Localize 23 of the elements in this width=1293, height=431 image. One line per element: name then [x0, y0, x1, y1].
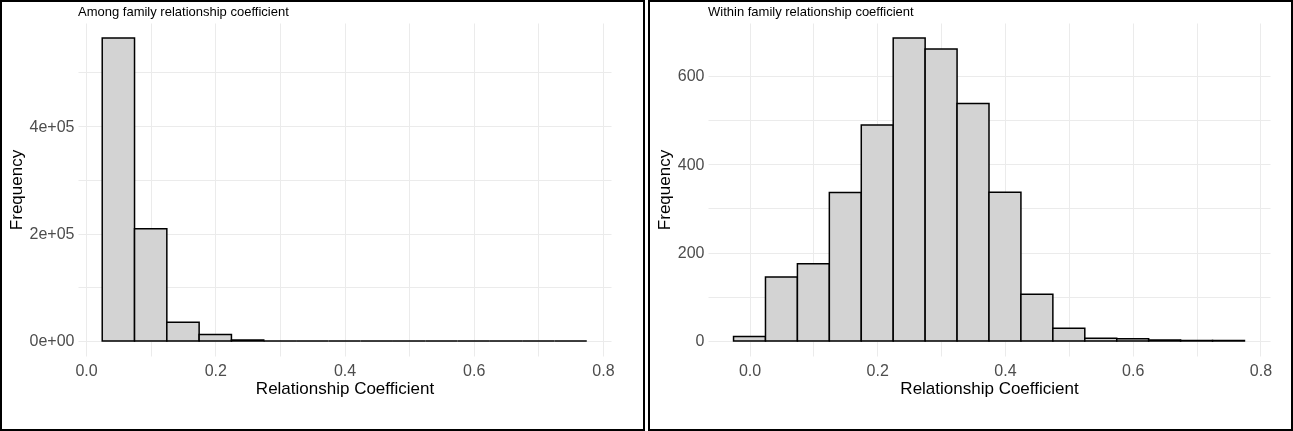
- x-tick-label: 0.0: [738, 361, 762, 379]
- y-tick-label: 0: [695, 332, 705, 350]
- y-tick-label: 400: [677, 155, 705, 173]
- x-tick-label: 0.2: [204, 361, 228, 379]
- x-axis-title: Relationship Coefficient: [255, 378, 435, 398]
- y-tick-label: 200: [677, 244, 705, 262]
- y-axis-title: Frequency: [6, 149, 26, 231]
- y-tick-label: 0e+00: [29, 332, 75, 350]
- x-tick-label: 0.8: [592, 361, 615, 379]
- x-axis-title: Relationship Coefficient: [900, 378, 1079, 398]
- x-tick-label: 0.2: [866, 361, 889, 379]
- x-tick-label: 0.6: [463, 361, 486, 379]
- x-tick-label: 0.8: [1249, 361, 1273, 379]
- chart-title: Among family relationship coefficient: [78, 4, 290, 19]
- x-tick-label: 0.0: [75, 361, 98, 379]
- x-tick-label: 0.6: [1122, 361, 1145, 379]
- x-tick-label: 0.4: [994, 361, 1017, 379]
- y-axis-title: Frequency: [654, 149, 674, 231]
- y-tick-label: 4e+05: [29, 117, 75, 135]
- x-tick-label: 0.4: [333, 361, 357, 379]
- chart-title: Within family relationship coefficient: [708, 4, 915, 19]
- y-tick-label: 2e+05: [29, 225, 75, 243]
- y-tick-label: 600: [677, 67, 705, 85]
